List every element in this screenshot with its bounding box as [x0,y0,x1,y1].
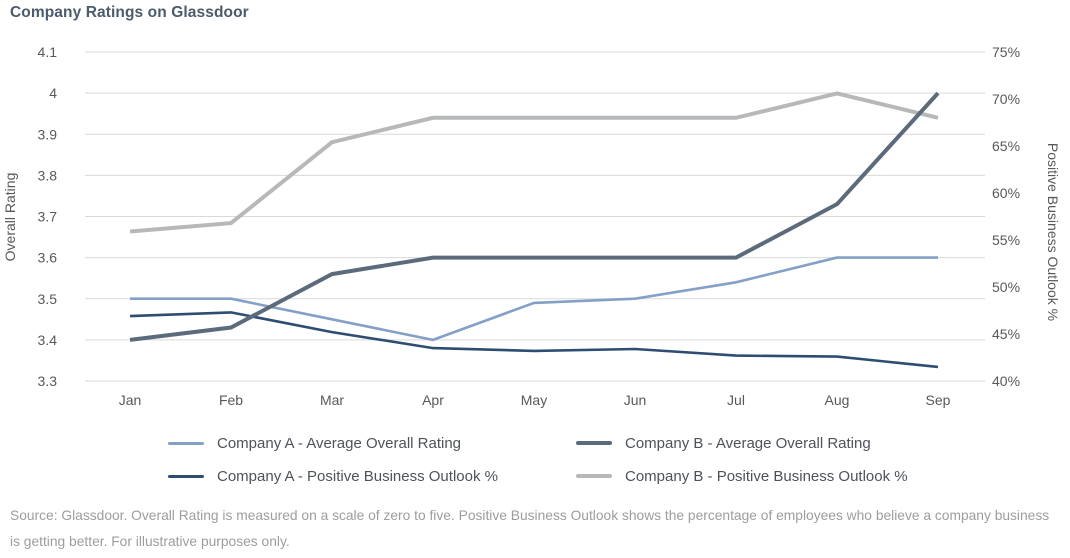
legend-label-company-a-outlook: Company A - Positive Business Outlook % [217,467,498,485]
x-axis-tick: Sep [926,392,951,408]
series-line-3 [129,91,939,234]
right-axis-tick: 65% [992,138,1020,154]
right-axis-tick: 60% [992,185,1020,201]
right-axis-tick: 75% [992,44,1020,60]
legend-item-company-b-rating: Company B - Average Overall Rating [576,432,908,454]
series-line-2 [129,311,939,369]
legend-label-company-a-rating: Company A - Average Overall Rating [217,434,462,452]
left-axis-tick: 4.1 [38,44,58,60]
legend-label-company-b-rating: Company B - Average Overall Rating [625,434,871,452]
left-axis-tick: 3.7 [38,209,58,225]
left-axis-tick: 3.9 [38,126,58,142]
x-axis-tick: Apr [422,392,444,408]
right-axis-tick: 40% [992,373,1020,389]
legend-swatch-company-b-rating-icon [576,441,612,445]
right-axis-tick: 45% [992,326,1020,342]
legend-swatch-company-a-outlook-icon [168,474,204,478]
legend-swatch-company-b-outlook-icon [576,474,612,478]
source-note: Source: Glassdoor. Overall Rating is mea… [10,503,1062,555]
left-axis-tick: 3.8 [38,167,58,183]
source-note-line-2: is getting better. For illustrative purp… [10,534,290,549]
chart-legend: Company A - Average Overall Rating Compa… [168,432,908,487]
source-note-line-1: Source: Glassdoor. Overall Rating is mea… [10,508,1050,523]
x-axis-tick: Mar [320,392,344,408]
legend-item-company-a-outlook: Company A - Positive Business Outlook % [168,465,576,487]
x-axis-tick: May [521,392,547,408]
left-axis-tick: 4 [49,85,57,101]
legend-item-company-b-outlook: Company B - Positive Business Outlook % [576,465,908,487]
series-line-0 [130,256,938,342]
legend-label-company-b-outlook: Company B - Positive Business Outlook % [625,467,908,485]
left-axis-title: Overall Rating [2,173,18,262]
left-axis-tick: 3.4 [38,332,58,348]
x-axis-tick: Aug [825,392,850,408]
chart-title: Company Ratings on Glassdoor [10,4,249,21]
x-axis-tick: Jun [624,392,647,408]
right-axis-title: Positive Business Outlook % [1045,143,1061,321]
left-axis-tick: 3.5 [38,291,58,307]
company-ratings-line-chart: 4.1 4 3.9 3.8 3.7 3.6 3.5 3.4 3.3 75% 70% 65% 60% 55%… [2,44,1061,408]
x-axis-tick: Jan [119,392,142,408]
series-line-1 [129,91,940,342]
right-axis-tick: 50% [992,279,1020,295]
x-axis-tick: Jul [727,392,745,408]
right-axis-tick: 70% [992,91,1020,107]
legend-item-company-a-rating: Company A - Average Overall Rating [168,432,576,454]
left-axis-tick: 3.3 [38,373,58,389]
left-axis-tick: 3.6 [38,250,58,266]
legend-swatch-company-a-rating-icon [168,441,204,445]
right-axis-tick: 55% [992,232,1020,248]
x-axis-tick: Feb [219,392,243,408]
